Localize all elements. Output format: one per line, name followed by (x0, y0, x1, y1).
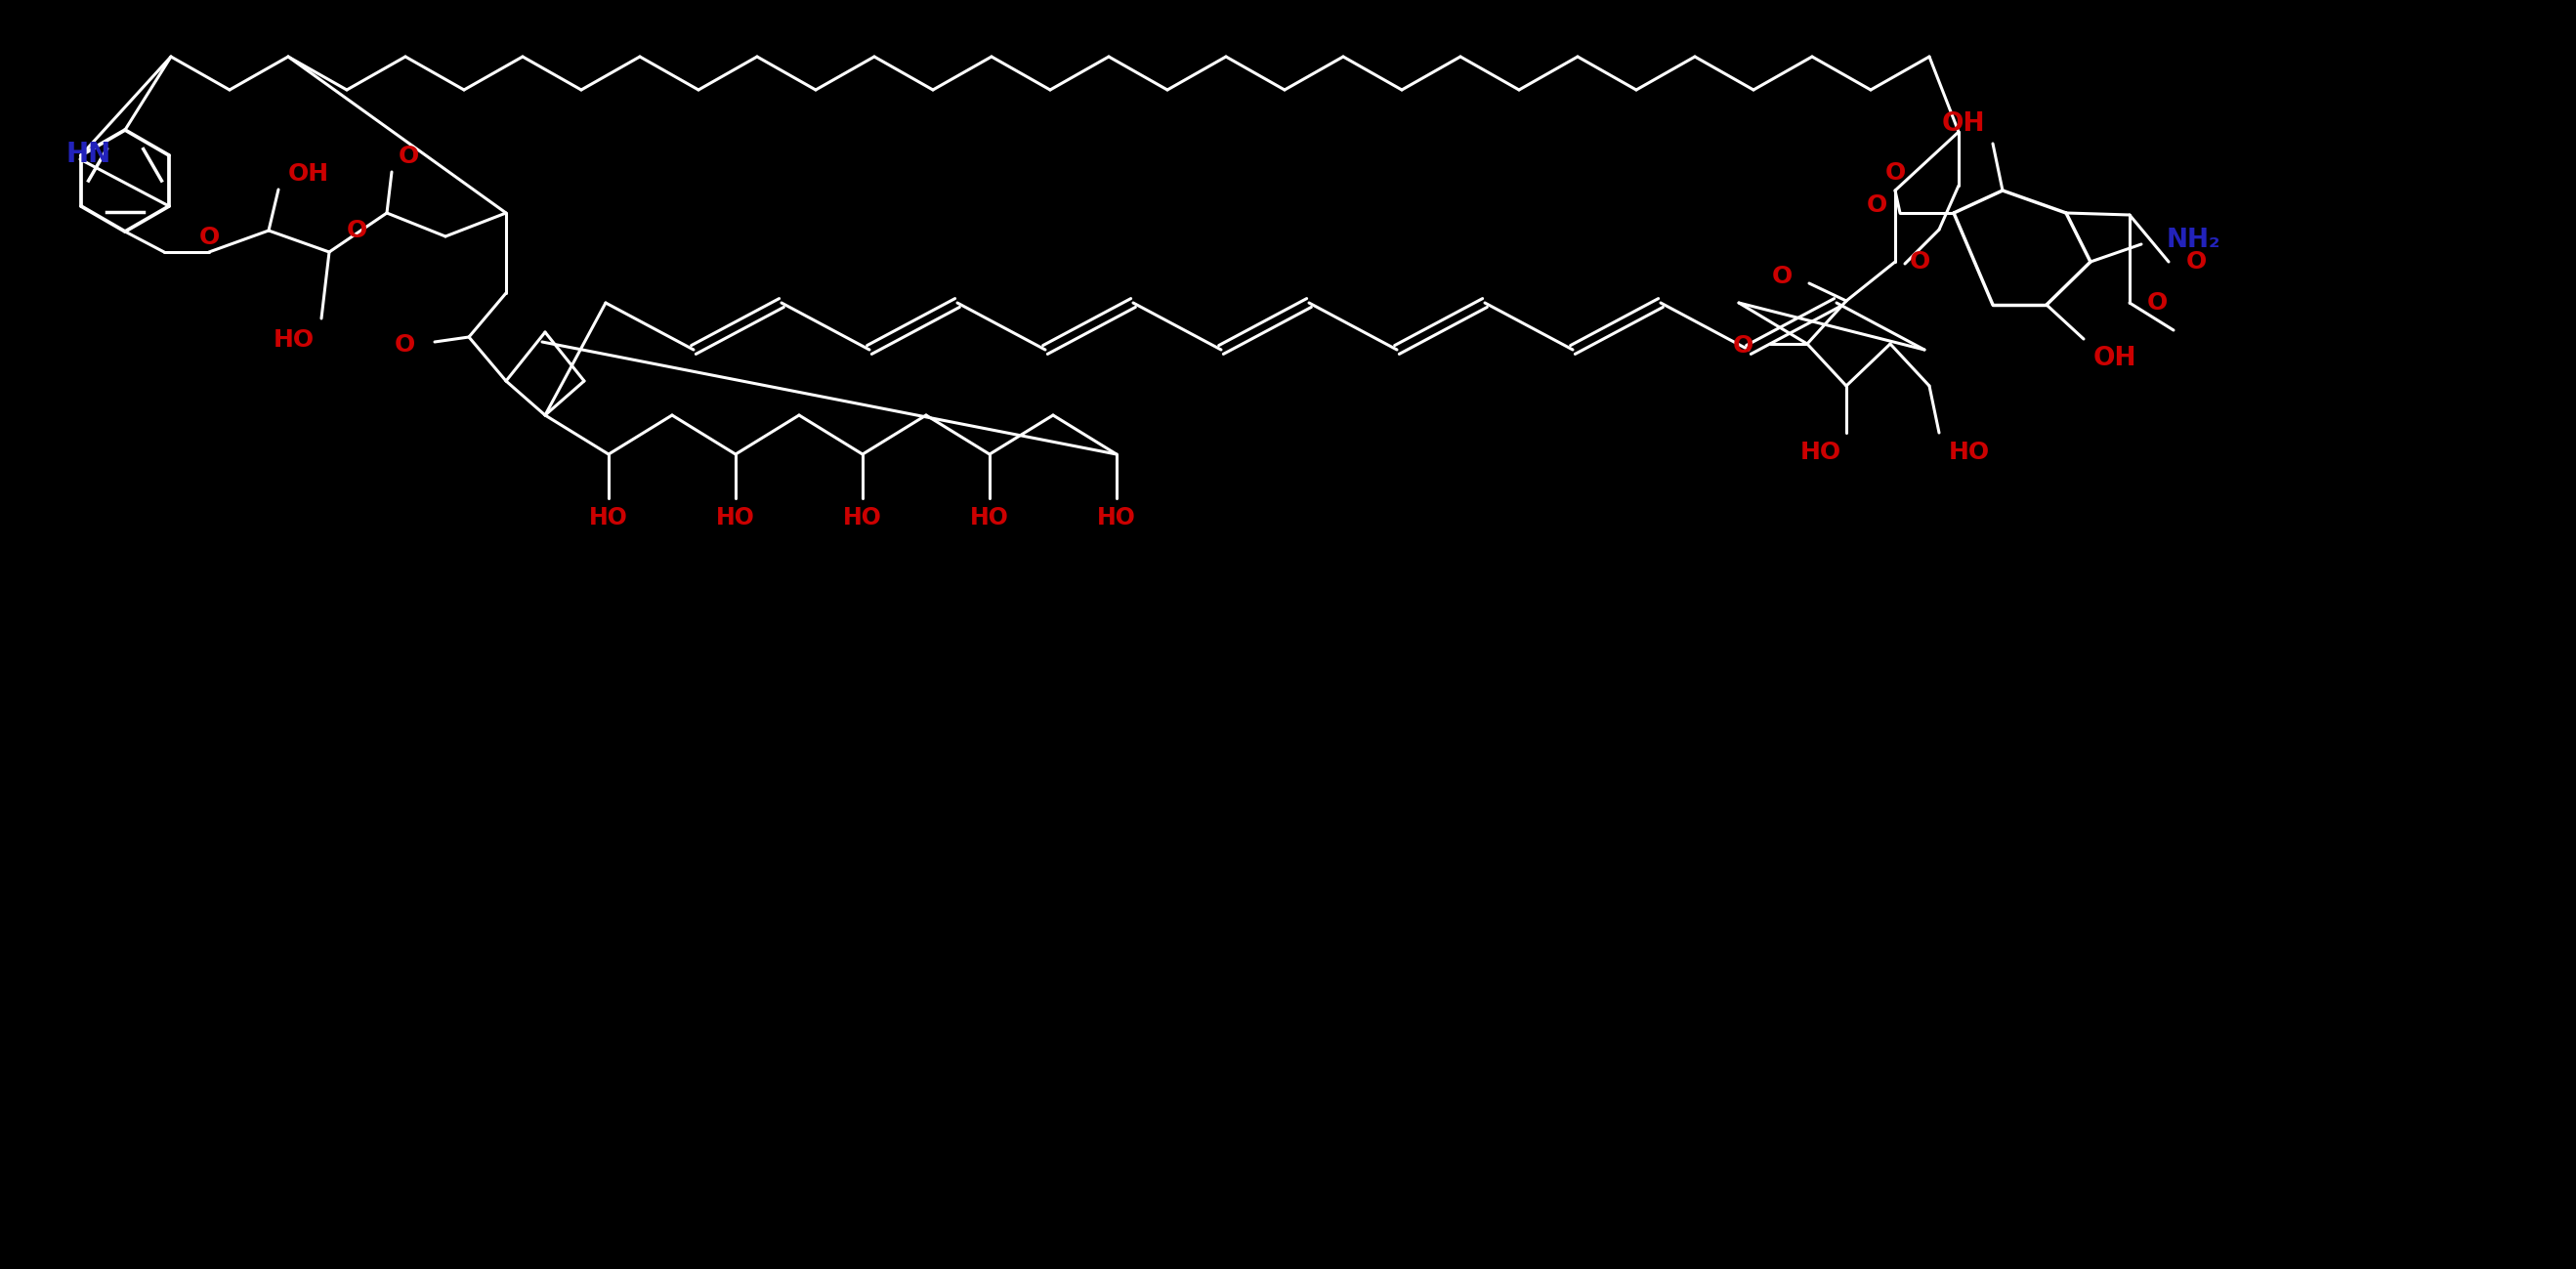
Text: HO: HO (842, 506, 881, 529)
Text: O: O (1909, 250, 1929, 274)
Text: HO: HO (1950, 440, 1991, 464)
Text: OH: OH (1942, 112, 1986, 137)
Text: OH: OH (2094, 346, 2138, 372)
Text: HO: HO (1801, 440, 1842, 464)
Text: HO: HO (590, 506, 629, 529)
Text: O: O (1868, 193, 1888, 217)
Text: O: O (2148, 291, 2169, 315)
Text: O: O (394, 334, 415, 357)
Text: OH: OH (289, 162, 330, 185)
Text: HN: HN (64, 141, 111, 168)
Text: O: O (1772, 265, 1793, 288)
Text: O: O (1886, 161, 1906, 184)
Text: HO: HO (273, 329, 314, 352)
Text: O: O (2187, 250, 2208, 274)
Text: NH₂: NH₂ (2166, 227, 2221, 253)
Text: O: O (345, 218, 366, 242)
Text: HO: HO (716, 506, 755, 529)
Text: O: O (399, 145, 420, 168)
Text: O: O (1734, 334, 1754, 358)
Text: O: O (198, 226, 219, 249)
Text: HO: HO (1097, 506, 1136, 529)
Text: HO: HO (971, 506, 1010, 529)
